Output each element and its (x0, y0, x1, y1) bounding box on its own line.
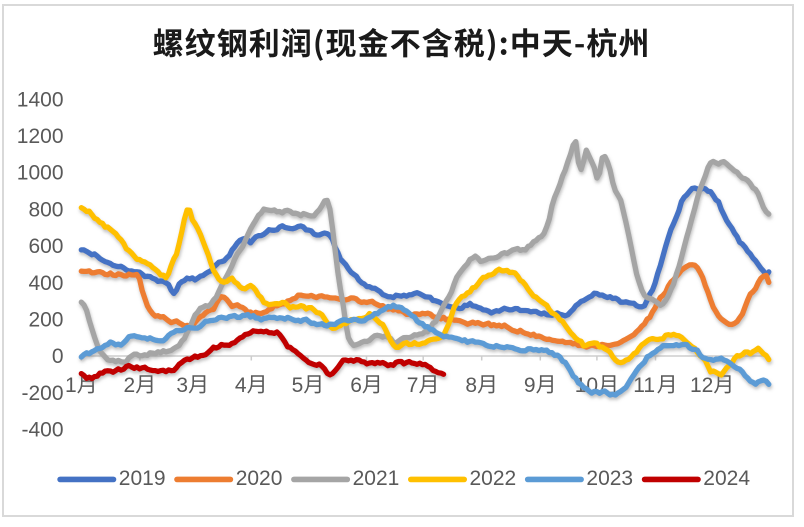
svg-text:400: 400 (28, 272, 63, 295)
svg-text:2021: 2021 (353, 467, 400, 490)
svg-text:0: 0 (52, 345, 64, 368)
svg-text:2024: 2024 (703, 467, 750, 490)
svg-text:5: 5 (292, 374, 304, 397)
svg-text:4: 4 (235, 374, 247, 397)
svg-text:1200: 1200 (17, 125, 64, 148)
svg-text:1000: 1000 (17, 162, 64, 185)
svg-text:6: 6 (350, 374, 362, 397)
svg-text:7: 7 (407, 374, 419, 397)
svg-text:12: 12 (690, 374, 713, 397)
svg-text:2019: 2019 (119, 467, 166, 490)
svg-text:1: 1 (65, 374, 77, 397)
svg-text:2020: 2020 (236, 467, 283, 490)
svg-text:2022: 2022 (470, 467, 517, 490)
svg-text:2: 2 (124, 374, 136, 397)
svg-text:800: 800 (28, 198, 63, 221)
svg-text:2023: 2023 (586, 467, 633, 490)
svg-text:11: 11 (633, 374, 655, 397)
svg-text:3: 3 (176, 374, 188, 397)
svg-text:200: 200 (28, 309, 63, 332)
svg-text:8: 8 (465, 374, 477, 397)
svg-text:-400: -400 (21, 419, 63, 442)
svg-text:1400: 1400 (17, 88, 64, 111)
svg-text:9: 9 (524, 374, 536, 397)
svg-text:-200: -200 (21, 382, 63, 405)
svg-text:600: 600 (28, 235, 63, 258)
